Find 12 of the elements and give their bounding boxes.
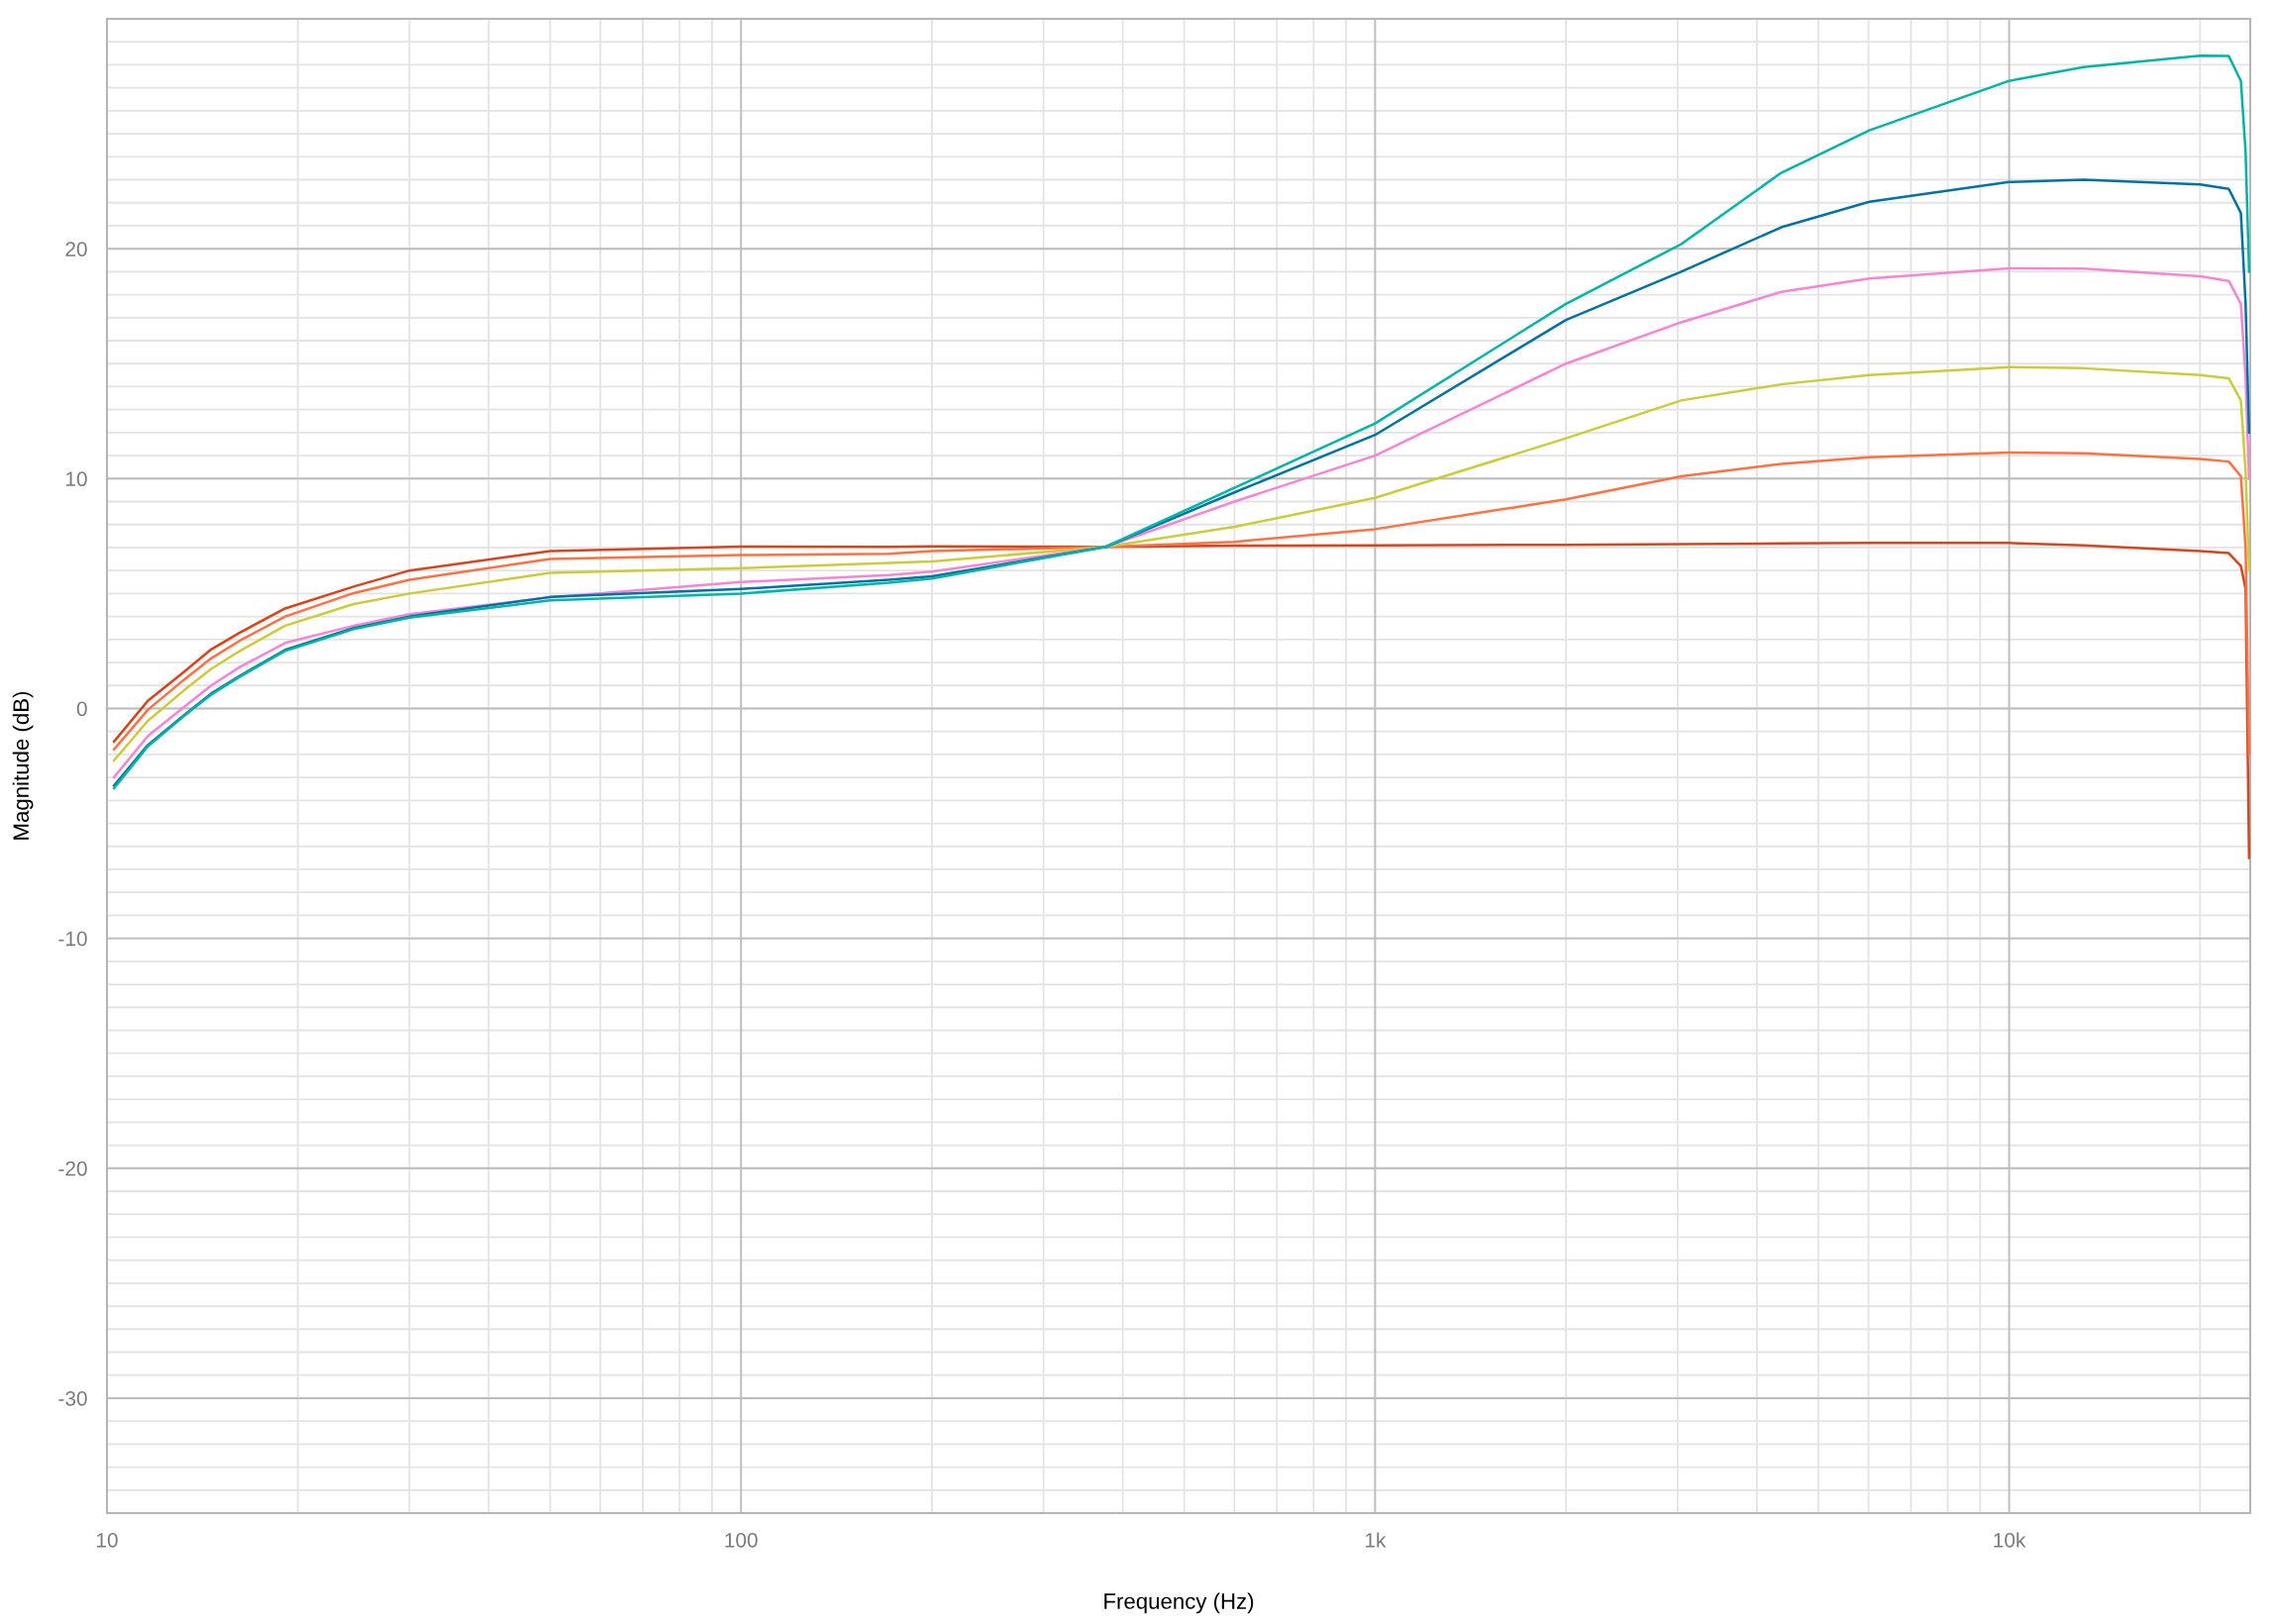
x-tick-label: 100 xyxy=(725,1532,758,1548)
y-tick-label: 20 xyxy=(65,242,87,256)
x-tick-label: 10 xyxy=(97,1532,118,1548)
y-tick-label: 10 xyxy=(65,471,87,487)
y-tick-label: -30 xyxy=(58,1390,87,1406)
y-axis-title: Magnitude (dB) xyxy=(12,691,34,840)
y-tick-label: 0 xyxy=(76,701,87,717)
y-tick-label: -10 xyxy=(58,931,87,947)
x-tick-label: 1k xyxy=(1365,1532,1387,1548)
y-tick-label: -20 xyxy=(58,1161,87,1176)
x-tick-label: 10k xyxy=(1994,1532,2026,1548)
x-axis-title: Frequency (Hz) xyxy=(1104,1592,1254,1614)
